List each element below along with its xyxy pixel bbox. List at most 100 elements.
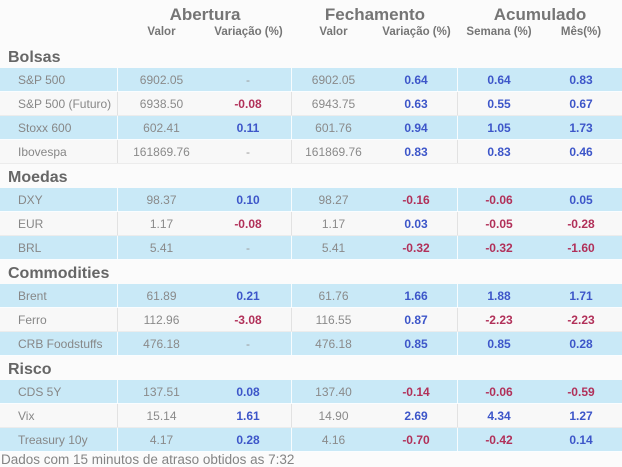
close-variation: 0.64 [375, 68, 458, 91]
open-variation: 0.21 [205, 284, 292, 307]
open-variation: 0.10 [205, 188, 292, 211]
open-value: 4.17 [149, 432, 174, 447]
open-variation: - [205, 236, 292, 259]
column-header-instrument [0, 26, 118, 39]
footer-note: Dados com 15 minutos de atraso obtidos a… [1, 452, 295, 467]
open-value: 112.96 [143, 312, 180, 327]
section-title: Bolsas [8, 49, 61, 66]
close-value: 137.40 [315, 384, 352, 399]
month-variation: -1.60 [567, 240, 595, 255]
close-value: 161869.76 [305, 144, 362, 159]
instrument-label: S&P 500 [0, 68, 118, 91]
close-variation: 0.03 [375, 212, 458, 235]
instrument-label: Treasury 10y [0, 428, 118, 451]
close-variation: 1.66 [375, 284, 458, 307]
open-variation: 0.11 [205, 116, 292, 139]
close-value: 6943.75 [311, 96, 356, 111]
open-variation: 0.08 [205, 380, 292, 403]
column-header-month-variation: Mês(%) [560, 26, 602, 38]
instrument-label: Stoxx 600 [0, 116, 118, 139]
close-value: 98.27 [318, 192, 349, 207]
week-variation: 0.64 [487, 72, 511, 87]
open-variation: 1.61 [205, 404, 292, 427]
section: Moedas DXY 98.37 0.10 98.27 -0.16 -0.06 0.05 EUR… [0, 164, 622, 260]
week-variation: 0.83 [487, 144, 511, 159]
column-group-fechamento: Fechamento [324, 5, 426, 24]
column-group-acumulado: Acumulado [493, 5, 587, 24]
column-header-week-variation: Semana (%) [466, 26, 532, 38]
instrument-label: CDS 5Y [0, 380, 118, 403]
close-value: 601.76 [315, 120, 352, 135]
close-variation: -0.14 [375, 380, 458, 403]
week-variation: -0.06 [485, 192, 513, 207]
month-variation: 0.28 [569, 336, 593, 351]
table-row: Stoxx 600 602.41 0.11 601.76 0.94 1.05 1.73 [0, 116, 622, 140]
instrument-label: CRB Foodstuffs [0, 332, 118, 355]
month-variation: 0.83 [569, 72, 593, 87]
week-variation: -0.05 [485, 216, 513, 231]
month-variation: 0.14 [569, 432, 593, 447]
close-value: 61.76 [318, 288, 349, 303]
open-value: 6902.05 [139, 72, 184, 87]
open-variation: -3.08 [205, 308, 292, 331]
month-variation: 0.46 [569, 144, 593, 159]
instrument-label: S&P 500 (Futuro) [0, 92, 118, 115]
close-variation: -0.16 [375, 188, 458, 211]
open-variation: - [205, 68, 292, 91]
close-value: 1.17 [321, 216, 346, 231]
close-value: 476.18 [315, 336, 352, 351]
week-variation: -0.06 [485, 384, 513, 399]
open-variation: - [205, 140, 292, 163]
open-value: 98.37 [146, 192, 177, 207]
table-row: S&P 500 6902.05 - 6902.05 0.64 0.64 0.83 [0, 68, 622, 92]
instrument-label: DXY [0, 188, 118, 211]
week-variation: 4.34 [487, 408, 511, 423]
column-header-close-value: Valor [319, 26, 348, 38]
month-variation: 0.05 [569, 192, 593, 207]
table-row: BRL 5.41 - 5.41 -0.32 -0.32 -1.60 [0, 236, 622, 260]
column-header-open-variation: Variação (%) [214, 26, 283, 38]
close-variation: 0.63 [375, 92, 458, 115]
section-title: Risco [8, 361, 52, 378]
column-group-header-row: Abertura Fechamento Acumulado [0, 0, 622, 24]
open-value: 602.41 [143, 120, 180, 135]
open-variation: - [205, 332, 292, 355]
week-variation: 1.88 [487, 288, 511, 303]
week-variation: -0.42 [485, 432, 513, 447]
open-value: 5.41 [149, 240, 174, 255]
instrument-label: BRL [0, 236, 118, 259]
open-variation: -0.08 [205, 212, 292, 235]
close-variation: 0.83 [375, 140, 458, 163]
open-value: 15.14 [146, 408, 177, 423]
table-row: S&P 500 (Futuro) 6938.50 -0.08 6943.75 0.63 0… [0, 92, 622, 116]
section: Commodities Brent 61.89 0.21 61.76 1.66 1.88 1.… [0, 260, 622, 356]
close-variation: 0.85 [375, 332, 458, 355]
close-value: 14.90 [318, 408, 349, 423]
open-variation: -0.08 [205, 92, 292, 115]
table-row: Treasury 10y 4.17 0.28 4.16 -0.70 -0.42 0.14 [0, 428, 622, 452]
column-group-abertura: Abertura [169, 5, 241, 24]
open-value: 6938.50 [139, 96, 184, 111]
table-row: EUR 1.17 -0.08 1.17 0.03 -0.05 -0.28 [0, 212, 622, 236]
close-variation: 0.94 [375, 116, 458, 139]
close-value: 6902.05 [311, 72, 356, 87]
week-variation: -2.23 [485, 312, 513, 327]
section: Bolsas S&P 500 6902.05 - 6902.05 0.64 0.64 0.83… [0, 44, 622, 164]
open-value: 61.89 [146, 288, 177, 303]
open-value: 476.18 [143, 336, 180, 351]
week-variation: 0.55 [487, 96, 511, 111]
month-variation: -2.23 [567, 312, 595, 327]
table-row: Ferro 112.96 -3.08 116.55 0.87 -2.23 -2.23 [0, 308, 622, 332]
table-row: Vix 15.14 1.61 14.90 2.69 4.34 1.27 [0, 404, 622, 428]
close-value: 116.55 [315, 312, 352, 327]
month-variation: -0.28 [567, 216, 595, 231]
column-header-open-value: Valor [147, 26, 176, 38]
close-variation: 2.69 [375, 404, 458, 427]
instrument-label: EUR [0, 212, 118, 235]
open-value: 161869.76 [133, 144, 190, 159]
close-value: 4.16 [321, 432, 346, 447]
column-header-close-variation: Variação (%) [382, 26, 451, 38]
month-variation: 0.67 [569, 96, 593, 111]
close-variation: 0.87 [375, 308, 458, 331]
header-spacer [0, 5, 118, 24]
